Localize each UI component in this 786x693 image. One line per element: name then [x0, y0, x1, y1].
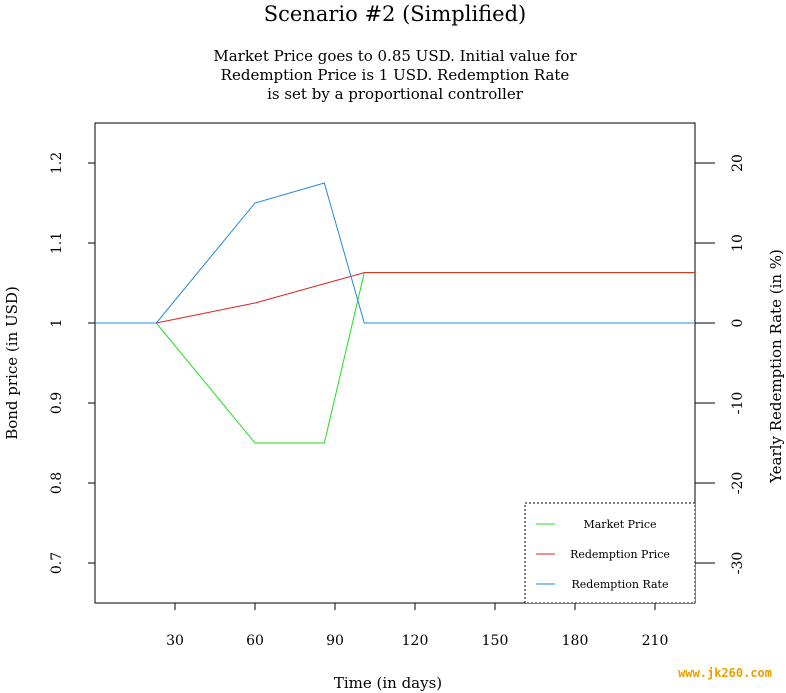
- x-tick-label: 30: [166, 633, 184, 649]
- y-right-tick-label: 0: [730, 319, 746, 328]
- chart-subtitle-line: Redemption Price is 1 USD. Redemption Ra…: [221, 66, 570, 84]
- y-right-tick-label: 20: [730, 154, 746, 172]
- legend-label-market-price: Market Price: [583, 518, 656, 531]
- x-tick-label: 210: [642, 633, 669, 649]
- y-left-tick-label: 1.1: [49, 232, 65, 254]
- y-left-tick-label: 0.8: [49, 472, 65, 494]
- y-left-tick-label: 1.2: [49, 152, 65, 174]
- chart-subtitle-line: is set by a proportional controller: [267, 85, 524, 103]
- y-left-tick-label: 1: [49, 319, 65, 328]
- legend-label-redemption-rate: Redemption Rate: [572, 578, 669, 591]
- y-right-tick-label: -30: [730, 552, 746, 575]
- y-left-axis-title: Bond price (in USD): [3, 286, 21, 440]
- y-right-axis-title: Yearly Redemption Rate (in %): [767, 249, 785, 484]
- y-right-tick-label: -10: [730, 392, 746, 415]
- x-tick-label: 150: [482, 633, 509, 649]
- x-axis-title: Time (in days): [334, 674, 442, 692]
- legend-box: [524, 502, 696, 604]
- x-tick-label: 120: [402, 633, 429, 649]
- y-right-tick-label: -20: [730, 472, 746, 495]
- series-line-redemption-price: [95, 272, 695, 324]
- series-line-redemption-rate: [95, 182, 695, 324]
- series-line-market-price: [95, 272, 695, 444]
- plot-border: [94, 122, 696, 604]
- y-right-tick-label: 10: [730, 234, 746, 252]
- x-tick-label: 90: [326, 633, 344, 649]
- chart-title: Scenario #2 (Simplified): [264, 2, 526, 26]
- chart-subtitle-line: Market Price goes to 0.85 USD. Initial v…: [213, 47, 577, 65]
- x-tick-label: 60: [246, 633, 264, 649]
- x-tick-label: 180: [562, 633, 589, 649]
- y-left-tick-label: 0.9: [49, 392, 65, 414]
- legend-label-redemption-price: Redemption Price: [570, 548, 670, 561]
- y-left-tick-label: 0.7: [49, 552, 65, 574]
- watermark-text: www.jk260.com: [678, 666, 772, 680]
